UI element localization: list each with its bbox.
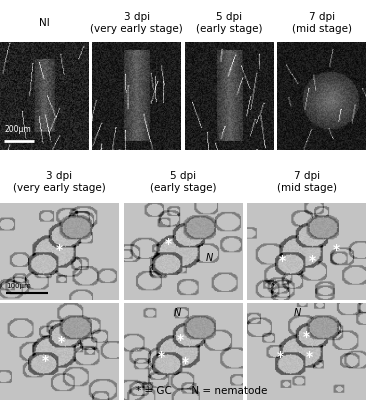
Text: *: *: [177, 333, 184, 347]
Text: 3 dpi
(very early stage): 3 dpi (very early stage): [13, 171, 106, 193]
Text: *: *: [305, 350, 313, 364]
Text: 5 dpi
(early stage): 5 dpi (early stage): [196, 12, 262, 34]
Text: *: *: [56, 243, 63, 257]
Text: *: *: [165, 237, 172, 251]
Text: *: *: [303, 330, 310, 344]
Text: 7 dpi
(mid stage): 7 dpi (mid stage): [292, 12, 352, 34]
Text: N: N: [294, 308, 301, 318]
Text: *: *: [279, 254, 286, 268]
Text: *: *: [42, 354, 49, 368]
Text: *: *: [58, 335, 66, 349]
Text: 5 dpi
(early stage): 5 dpi (early stage): [150, 171, 216, 193]
Text: 200μm: 200μm: [4, 125, 31, 134]
Text: NI: NI: [39, 18, 50, 28]
Text: * = GC      N = nematode: * = GC N = nematode: [136, 386, 267, 396]
Text: *: *: [277, 350, 284, 364]
Text: *: *: [182, 356, 189, 370]
Text: 7 dpi
(mid stage): 7 dpi (mid stage): [277, 171, 337, 193]
Text: N: N: [206, 252, 213, 262]
Text: N: N: [173, 308, 181, 318]
Text: *: *: [309, 254, 316, 268]
Text: *: *: [333, 243, 340, 257]
Text: 3 dpi
(very early stage): 3 dpi (very early stage): [90, 12, 183, 34]
Text: *: *: [158, 350, 165, 364]
Text: 100μm: 100μm: [6, 282, 31, 288]
